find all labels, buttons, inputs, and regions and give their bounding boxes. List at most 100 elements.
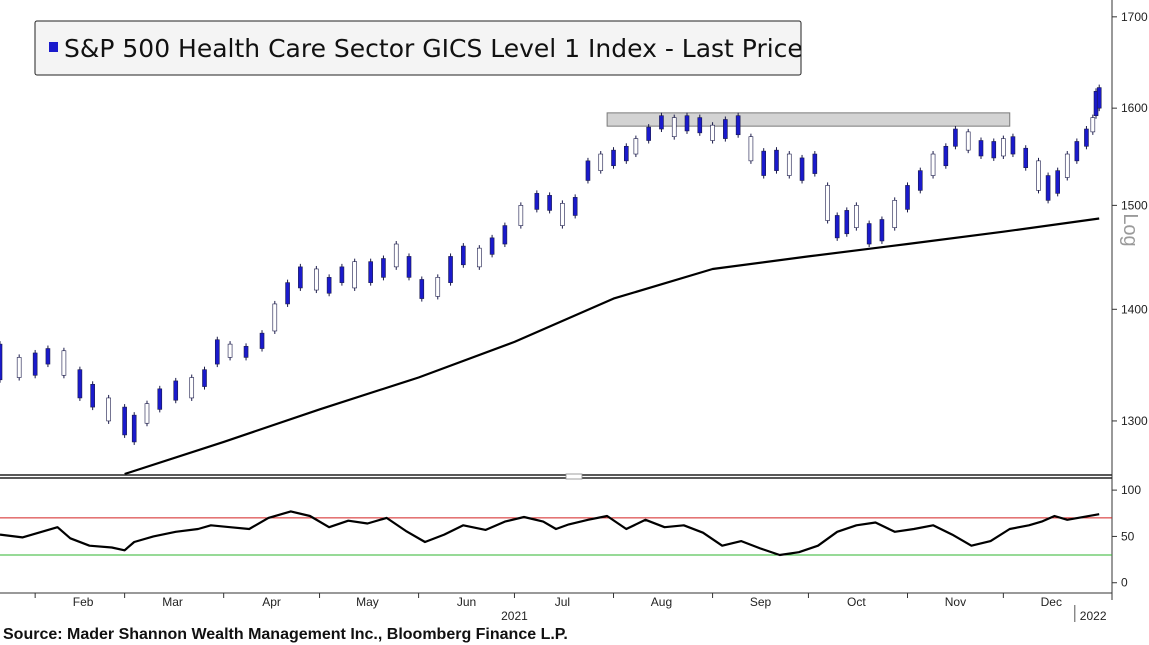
price-tick-label: 1500 (1121, 198, 1148, 212)
month-tick-label: Jul (555, 595, 570, 609)
candle-body (144, 403, 150, 424)
candle-body (448, 256, 453, 283)
candle-body (461, 245, 466, 266)
month-tick-label: Jun (457, 595, 476, 609)
candle (477, 245, 482, 270)
candle (930, 151, 936, 179)
candle (825, 182, 830, 224)
candle-body (684, 115, 690, 132)
candle-body (122, 406, 127, 436)
candle-body (406, 256, 412, 278)
candle-body (259, 332, 265, 349)
candle-body (0, 343, 3, 381)
month-tick-label: Feb (73, 595, 94, 609)
candle-body (892, 200, 898, 228)
month-tick-label: Apr (262, 595, 281, 609)
candle (45, 345, 51, 368)
candle-body (1045, 175, 1051, 201)
candle (285, 279, 290, 307)
candle-body (965, 131, 971, 151)
candle (917, 167, 923, 194)
month-tick-label: Sep (750, 595, 772, 609)
candle (978, 137, 984, 159)
candle (786, 151, 792, 179)
candle (518, 202, 524, 229)
candle-body (368, 261, 373, 283)
candle-body (298, 266, 303, 289)
candle-body (917, 170, 923, 191)
candle-body (16, 357, 22, 378)
candle-body (879, 219, 885, 242)
candle (61, 347, 67, 379)
candle-body (502, 225, 508, 245)
candle (502, 222, 508, 248)
candle (611, 147, 616, 169)
candle-body (572, 197, 578, 216)
price-tick-label: 1700 (1121, 10, 1148, 24)
candle-body (272, 303, 278, 332)
oscillator-plot-area (0, 510, 1112, 557)
oscillator-tick-label: 100 (1121, 483, 1141, 497)
candle-body (77, 369, 83, 399)
candle (866, 220, 872, 248)
candle (419, 276, 425, 302)
reference-lines-layer (0, 517, 1112, 556)
candle (202, 366, 207, 390)
candle-body (173, 380, 179, 401)
candle (461, 243, 466, 268)
candle (272, 300, 278, 334)
candle-body (854, 205, 859, 228)
candle (106, 394, 111, 424)
candle (560, 200, 565, 229)
candle (144, 400, 150, 427)
candle-body (131, 414, 137, 443)
candle (953, 126, 958, 150)
candle (406, 253, 412, 281)
candle (1084, 126, 1089, 150)
candle (1055, 167, 1060, 197)
candle (991, 138, 997, 161)
candle-body (106, 397, 111, 422)
price-tick-label: 1300 (1121, 414, 1148, 428)
candle-body (90, 384, 95, 408)
candle (227, 341, 233, 361)
year-label: 2021 (501, 609, 528, 623)
price-tick-label: 1400 (1121, 302, 1148, 316)
candle (799, 154, 805, 184)
candle-body (991, 141, 997, 159)
candle (844, 207, 850, 237)
candle-body (1096, 87, 1102, 109)
candle (1010, 133, 1016, 158)
oscillator-layer (0, 510, 1100, 557)
candle-body (381, 258, 386, 278)
candle (943, 143, 949, 169)
candle-body (943, 145, 949, 167)
candle (748, 133, 754, 164)
candle (1064, 151, 1070, 181)
oscillator-axis: 0 50 100 (1112, 483, 1141, 590)
candle (173, 377, 179, 404)
candle-body (214, 339, 220, 365)
candle-body (866, 223, 872, 245)
candle (314, 265, 319, 294)
candle-body (32, 352, 38, 376)
candle (339, 263, 345, 286)
candle (1096, 84, 1102, 112)
candle-body (560, 203, 565, 226)
candle-body (598, 153, 604, 171)
candle (633, 135, 639, 158)
candle (812, 151, 818, 177)
candle (77, 366, 83, 401)
candle-body (723, 119, 728, 139)
candle-body (352, 261, 357, 289)
candle (1090, 114, 1096, 135)
candle (259, 330, 265, 352)
candle-body (710, 124, 715, 141)
oscillator-line (0, 510, 1100, 557)
candle (1074, 138, 1080, 164)
candle-body (611, 149, 616, 167)
candle-body (534, 193, 540, 210)
candle (489, 234, 495, 258)
candle (1045, 172, 1051, 204)
